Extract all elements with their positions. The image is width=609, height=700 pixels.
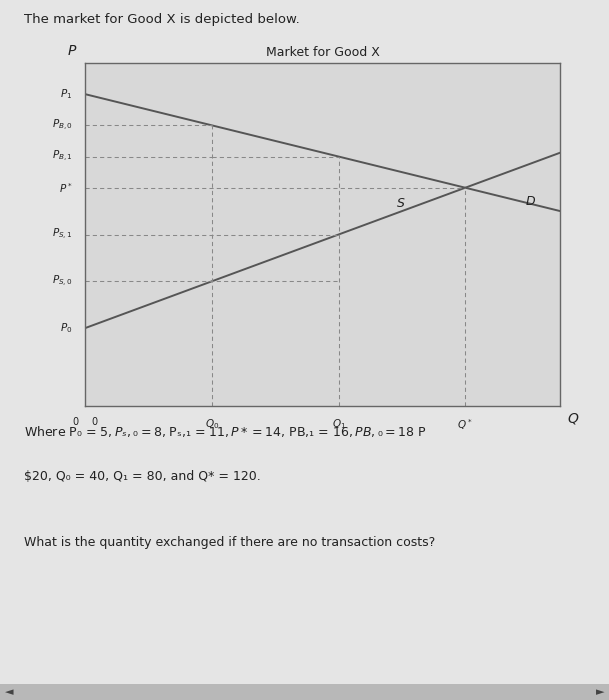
Text: ►: ► [596, 687, 604, 697]
Text: 0: 0 [91, 417, 97, 427]
Text: $Q$: $Q$ [566, 411, 579, 426]
Text: $D$: $D$ [526, 195, 537, 209]
Text: What is the quantity exchanged if there are no transaction costs?: What is the quantity exchanged if there … [24, 536, 435, 550]
Text: $P$: $P$ [68, 44, 78, 58]
Text: $20, Q₀ = 40, Q₁ = 80, and Q* = 120.: $20, Q₀ = 40, Q₁ = 80, and Q* = 120. [24, 470, 261, 484]
Text: $P_0$: $P_0$ [60, 321, 72, 335]
Bar [0, 684, 609, 700]
Text: $P_{B,1}$: $P_{B,1}$ [52, 149, 72, 164]
Title: Market for Good X: Market for Good X [266, 46, 379, 59]
Text: ◄: ◄ [5, 687, 13, 697]
Text: 0: 0 [73, 417, 79, 427]
Text: $Q^*$: $Q^*$ [457, 417, 473, 432]
Text: $Q_0$: $Q_0$ [205, 417, 219, 430]
Text: $P^*$: $P^*$ [58, 181, 72, 195]
Text: Where P₀ = $5, Pₛ,₀ = $8, Pₛ,₁ = $11, P* = $14, PB,₁ = $16, PB,₀ = $18 P: Where P₀ = $5, Pₛ,₀ = $8, Pₛ,₁ = $11, P*… [24, 424, 427, 440]
Text: $S$: $S$ [396, 197, 405, 210]
Text: $P_1$: $P_1$ [60, 88, 72, 101]
Text: $P_{B,0}$: $P_{B,0}$ [52, 118, 72, 133]
Text: The market for Good X is depicted below.: The market for Good X is depicted below. [24, 13, 300, 26]
Text: $P_{S,0}$: $P_{S,0}$ [52, 274, 72, 289]
Text: $Q_1$: $Q_1$ [331, 417, 346, 430]
Text: $P_{S,1}$: $P_{S,1}$ [52, 227, 72, 242]
